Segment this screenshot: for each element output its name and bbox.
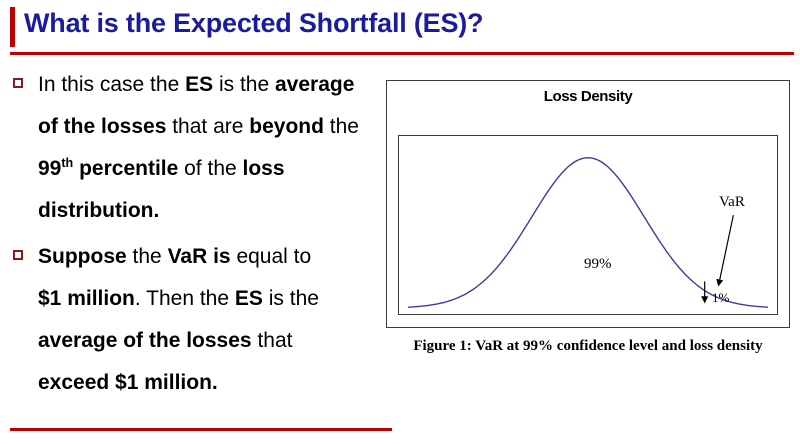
text-segment: of the <box>178 157 243 180</box>
title-accent-bar <box>10 7 15 47</box>
text-segment: percentile <box>73 157 179 180</box>
title-underline <box>10 52 794 55</box>
var-label: VaR <box>719 194 745 210</box>
text-segment: ES <box>185 73 214 96</box>
bullet-square-icon <box>13 78 23 88</box>
text-segment: VaR is <box>167 245 231 268</box>
slide-title: What is the Expected Shortfall (ES)? <box>24 8 484 38</box>
plot-area: 99% VaR 1% <box>398 135 778 315</box>
text-segment: equal to <box>230 245 312 268</box>
figure-outer-box: Loss Density 99% VaR 1% <box>386 80 790 328</box>
text-segment: . Then the <box>134 287 235 310</box>
confidence-area-label: 99% <box>584 256 612 272</box>
text-segment: the <box>126 245 168 268</box>
density-curve-svg <box>407 157 769 308</box>
loss-density-figure: Loss Density 99% VaR 1% Figure 1: VaR a <box>386 80 790 355</box>
text-segment: Suppose <box>38 245 127 268</box>
text-segment: average of the losses <box>38 329 252 352</box>
text-segment: loss distribution. <box>38 157 285 222</box>
bottom-rule <box>10 428 392 431</box>
text-segment: $1 million <box>38 287 135 310</box>
figure-caption: Figure 1: VaR at 99% confidence level an… <box>413 338 763 354</box>
bullet-item-1: In this case the ES is the average of th… <box>12 64 374 232</box>
bullet-square-icon <box>13 250 23 260</box>
text-segment: is the <box>213 73 275 96</box>
text-segment: 99 <box>38 157 62 180</box>
text-segment: beyond <box>249 115 324 138</box>
text-segment: the <box>323 115 359 138</box>
text-segment: In this case the <box>38 73 186 96</box>
text-segment: ES <box>234 287 263 310</box>
tail-percent-label: 1% <box>712 290 730 305</box>
text-segment: exceed $1 million. <box>38 371 218 394</box>
text-segment: that are <box>166 115 250 138</box>
text-segment: that <box>251 329 293 352</box>
bullet-item-2: Suppose the VaR is equal to $1 million. … <box>12 236 374 404</box>
text-segment: average of the losses <box>38 73 355 138</box>
bullet-list: In this case the ES is the average of th… <box>12 64 374 408</box>
text-segment: is the <box>262 287 319 310</box>
text-segment-superscript: th <box>61 156 74 170</box>
density-curve <box>407 157 769 308</box>
var-arrow <box>716 214 734 287</box>
figure-title: Loss Density <box>543 88 633 105</box>
